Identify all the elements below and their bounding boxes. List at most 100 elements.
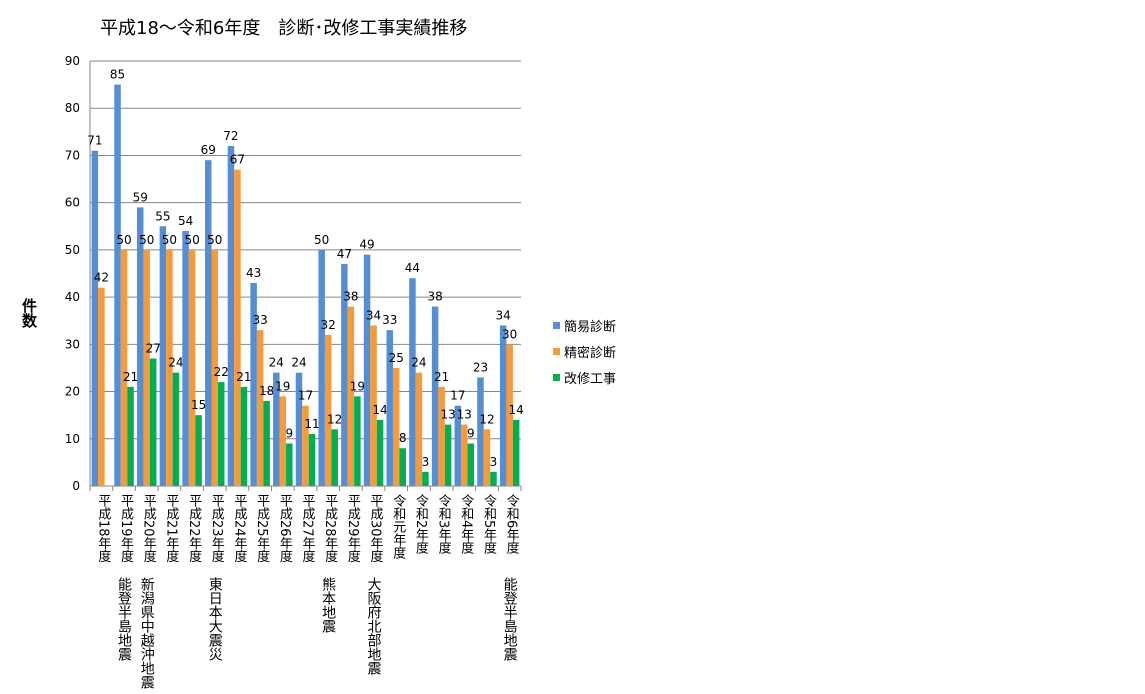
legend-label: 改修工事 <box>564 371 617 387</box>
data-label: 18 <box>259 384 274 398</box>
legend-label: 精密診断 <box>564 345 617 361</box>
event-annotation: 能登半島地震 <box>116 577 133 661</box>
x-tick-label: 平成30年度 <box>367 494 383 563</box>
data-label: 32 <box>321 318 336 332</box>
data-label: 13 <box>457 408 472 422</box>
data-label: 67 <box>230 153 245 167</box>
data-label: 9 <box>285 427 293 441</box>
bar-改修工事 <box>308 434 316 486</box>
data-label: 21 <box>434 370 449 384</box>
data-label: 3 <box>490 455 498 469</box>
bar-簡易診断 <box>499 325 507 486</box>
y-tick-label: 10 <box>65 432 80 446</box>
bar-簡易診断 <box>341 264 348 486</box>
x-tick-label: 平成29年度 <box>344 494 360 563</box>
event-annotation: 新潟県中越沖地震 <box>138 577 155 689</box>
bar-精密診断 <box>506 344 513 486</box>
x-tick-label: 平成26年度 <box>276 494 292 563</box>
bar-精密診断 <box>438 386 445 486</box>
data-label: 22 <box>214 365 229 379</box>
x-tick-label: 平成23年度 <box>208 494 224 563</box>
data-label: 33 <box>252 313 267 327</box>
bar-簡易診断 <box>273 372 280 486</box>
data-label: 21 <box>236 370 251 384</box>
bar-精密診断 <box>324 334 332 486</box>
legend-swatch <box>553 373 560 381</box>
x-tick-label: 令和6年度 <box>503 494 519 555</box>
bar-改修工事 <box>331 429 338 486</box>
y-tick-label: 70 <box>65 148 80 162</box>
bar-簡易診断 <box>318 249 325 486</box>
bar-精密診断 <box>256 330 264 486</box>
x-tick-label: 平成21年度 <box>163 494 179 563</box>
bar-簡易診断 <box>136 207 144 486</box>
data-label: 72 <box>223 129 238 143</box>
data-label: 14 <box>372 403 387 417</box>
y-axis-title: 件数 <box>20 298 38 328</box>
bar-簡易診断 <box>409 278 416 486</box>
bar-改修工事 <box>467 443 475 486</box>
x-tick-label: 平成27年度 <box>299 494 315 563</box>
bar-改修工事 <box>149 358 157 486</box>
x-tick-label: 平成20年度 <box>140 494 156 563</box>
y-tick-label: 40 <box>65 290 80 304</box>
legend-swatch <box>553 321 560 329</box>
data-label: 54 <box>178 214 193 228</box>
bar-簡易診断 <box>227 146 235 486</box>
data-label: 17 <box>298 389 313 403</box>
bar-簡易診断 <box>114 84 121 486</box>
bar-簡易診断 <box>295 372 303 486</box>
bar-改修工事 <box>354 396 361 486</box>
data-label: 50 <box>139 233 154 247</box>
data-label: 21 <box>123 370 138 384</box>
data-label: 23 <box>473 360 488 374</box>
y-tick-label: 50 <box>65 243 80 257</box>
bar-改修工事 <box>444 424 452 486</box>
x-tick-label: 令和5年度 <box>480 494 496 555</box>
bar-精密診断 <box>188 249 196 486</box>
data-label: 27 <box>146 342 161 356</box>
data-label: 24 <box>411 356 426 370</box>
data-label: 85 <box>110 68 125 82</box>
x-tick-label: 平成25年度 <box>254 494 270 563</box>
y-tick-label: 20 <box>65 385 80 399</box>
data-label: 50 <box>207 233 222 247</box>
bar-簡易診断 <box>431 306 439 486</box>
data-label: 30 <box>502 327 517 341</box>
bar-改修工事 <box>376 419 384 486</box>
data-label: 17 <box>450 389 465 403</box>
x-tick-label: 平成18年度 <box>95 494 111 563</box>
data-label: 42 <box>94 271 109 285</box>
data-label: 44 <box>405 261 420 275</box>
x-tick-label: 平成24年度 <box>231 494 247 563</box>
event-annotation: 大阪府北部地震 <box>365 577 382 675</box>
bar-簡易診断 <box>386 330 393 486</box>
data-label: 34 <box>496 308 511 322</box>
data-label: 71 <box>87 134 102 148</box>
data-label: 8 <box>399 431 407 445</box>
data-label: 43 <box>246 266 261 280</box>
data-label: 12 <box>479 412 494 426</box>
data-label: 38 <box>343 290 358 304</box>
legend: 簡易診断精密診断改修工事 <box>553 312 616 390</box>
legend-item: 精密診断 <box>553 338 616 364</box>
y-tick-label: 60 <box>65 196 80 210</box>
bar-改修工事 <box>422 471 429 486</box>
bar-精密診断 <box>483 429 491 486</box>
data-label: 24 <box>291 356 306 370</box>
data-label: 19 <box>275 379 290 393</box>
data-label: 13 <box>440 408 455 422</box>
data-label: 24 <box>269 356 284 370</box>
bar-改修工事 <box>240 386 248 486</box>
data-label: 3 <box>422 455 430 469</box>
bar-精密診断 <box>211 249 219 486</box>
bar-精密診断 <box>347 306 355 486</box>
legend-label: 簡易診断 <box>564 319 617 335</box>
bar-精密診断 <box>461 424 468 486</box>
y-tick-label: 0 <box>72 479 80 493</box>
bar-精密診断 <box>120 249 128 486</box>
x-tick-label: 令和4年度 <box>458 494 474 555</box>
bar-精密診断 <box>279 396 287 486</box>
